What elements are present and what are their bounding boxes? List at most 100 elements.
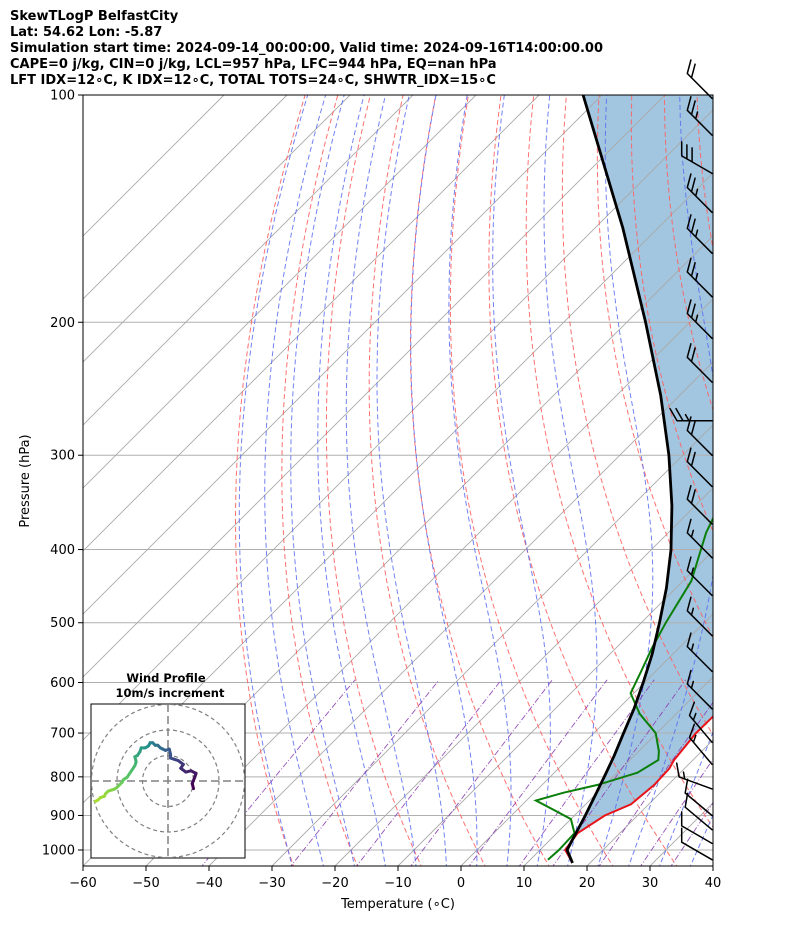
hodograph-title: Wind Profile bbox=[126, 671, 206, 685]
moist-adiabat bbox=[720, 95, 794, 869]
y-tick-label: 400 bbox=[50, 543, 75, 558]
wind-barb bbox=[686, 484, 713, 525]
x-tick-label: −50 bbox=[132, 876, 159, 891]
wind-barb bbox=[688, 723, 713, 766]
mixing-ratio-line bbox=[410, 679, 553, 866]
parcel-path-line bbox=[565, 95, 674, 864]
dry-adiabat bbox=[561, 95, 713, 736]
hodograph-segment bbox=[93, 798, 100, 803]
x-tick-label: −20 bbox=[321, 876, 348, 891]
dry-adiabat bbox=[325, 95, 422, 866]
mixing-ratio-line bbox=[290, 679, 440, 866]
dewpoint-line bbox=[533, 516, 713, 861]
moist-adiabat bbox=[543, 95, 598, 866]
wind-barb bbox=[684, 778, 713, 817]
moist-adiabat bbox=[751, 95, 794, 869]
wind-barb bbox=[686, 299, 713, 340]
y-tick-label: 800 bbox=[50, 770, 75, 785]
chart-title-line-1: SkewTLogP BelfastCity bbox=[10, 9, 179, 24]
isotherm--90 bbox=[83, 95, 666, 678]
mixing-ratio-line bbox=[468, 679, 608, 866]
isotherm--100 bbox=[83, 95, 603, 615]
y-tick-label: 500 bbox=[50, 616, 75, 631]
isotherm--20 bbox=[334, 487, 713, 866]
moist-adiabat bbox=[448, 95, 512, 866]
wind-barb bbox=[686, 214, 713, 254]
isotherm--150 bbox=[83, 95, 288, 300]
isotherm--130 bbox=[83, 95, 414, 426]
dry-adiabat bbox=[410, 95, 550, 866]
wind-barb bbox=[686, 669, 713, 710]
temperature-line bbox=[564, 715, 713, 864]
wind-barb bbox=[680, 811, 713, 845]
isotherm--50 bbox=[145, 298, 713, 866]
wind-barb bbox=[669, 407, 713, 422]
wind-barb bbox=[686, 96, 713, 136]
hodograph-subtitle: 10m/s increment bbox=[116, 686, 225, 700]
profile-lines-layer bbox=[533, 95, 713, 864]
y-tick-label: 600 bbox=[50, 676, 75, 691]
y-axis-label: Pressure (hPa) bbox=[18, 434, 33, 527]
wind-barb bbox=[686, 447, 713, 488]
dry-adiabat bbox=[488, 95, 678, 866]
dry-adiabat bbox=[525, 95, 713, 828]
hodograph-inset: Wind Profile 10m/s increment bbox=[90, 671, 246, 859]
mixing-ratio-line bbox=[598, 701, 713, 866]
chart-title-line-4: CAPE=0 j/kg, CIN=0 j/kg, LCL=957 hPa, LF… bbox=[10, 57, 497, 72]
hodograph-plot bbox=[91, 704, 245, 858]
moist-adiabat bbox=[410, 95, 478, 866]
moist-adiabat bbox=[290, 95, 355, 866]
y-tick-label: 300 bbox=[50, 449, 75, 464]
wind-barb bbox=[686, 59, 713, 100]
mixing-ratio-line bbox=[518, 679, 655, 866]
y-tick-label: 900 bbox=[50, 809, 75, 824]
mixing-ratio-line bbox=[201, 679, 356, 866]
dry-adiabat bbox=[281, 95, 358, 866]
wind-barb bbox=[686, 632, 713, 673]
chart-title-line-3: Simulation start time: 2024-09-14_00:00:… bbox=[10, 41, 603, 56]
dry-adiabat bbox=[730, 95, 794, 869]
moist-adiabat bbox=[376, 95, 447, 866]
moist-adiabat bbox=[238, 95, 309, 866]
x-tick-label: 20 bbox=[579, 876, 596, 891]
x-tick-label: 0 bbox=[457, 876, 465, 891]
isotherm--120 bbox=[83, 95, 477, 489]
y-tick-label: 200 bbox=[50, 316, 75, 331]
moist-adiabat bbox=[597, 95, 654, 866]
wind-barb bbox=[680, 827, 713, 861]
chart-title-line-5: LFT IDX=12∘C, K IDX=12∘C, TOTAL TOTS=24∘… bbox=[10, 73, 496, 88]
moist-adiabat bbox=[492, 95, 551, 866]
isotherm--40 bbox=[208, 361, 713, 866]
x-tick-label: −30 bbox=[258, 876, 285, 891]
wind-barb bbox=[684, 792, 713, 831]
x-tick-label: −10 bbox=[384, 876, 411, 891]
isotherm-10 bbox=[523, 676, 713, 866]
x-tick-label: −40 bbox=[195, 876, 222, 891]
background-lines-layer bbox=[83, 95, 794, 869]
dry-adiabat bbox=[368, 95, 486, 866]
moist-adiabat bbox=[345, 95, 417, 866]
dry-adiabat bbox=[235, 95, 306, 866]
x-tick-label: 40 bbox=[705, 876, 722, 891]
isotherm--110 bbox=[83, 95, 540, 552]
wind-barb bbox=[686, 556, 713, 597]
wind-barb bbox=[686, 416, 713, 456]
mixing-ratio-line bbox=[356, 679, 502, 866]
x-tick-label: −60 bbox=[69, 876, 96, 891]
isotherm--140 bbox=[83, 95, 351, 363]
chart-title-line-2: Lat: 54.62 Lon: -5.87 bbox=[10, 25, 163, 40]
moist-adiabat bbox=[317, 95, 386, 866]
wind-barb bbox=[686, 343, 713, 383]
x-axis-label: Temperature (∘C) bbox=[340, 897, 455, 912]
wind-barb bbox=[688, 701, 713, 744]
cape-cin-fill-layer bbox=[565, 95, 713, 863]
y-tick-label: 100 bbox=[50, 89, 75, 104]
wind-barb bbox=[675, 762, 713, 790]
wind-barbs-layer bbox=[669, 59, 713, 861]
cin-shaded-area bbox=[565, 95, 713, 863]
wind-barb bbox=[686, 518, 713, 559]
isotherm-40 bbox=[712, 865, 713, 866]
isotherm--10 bbox=[397, 550, 713, 866]
